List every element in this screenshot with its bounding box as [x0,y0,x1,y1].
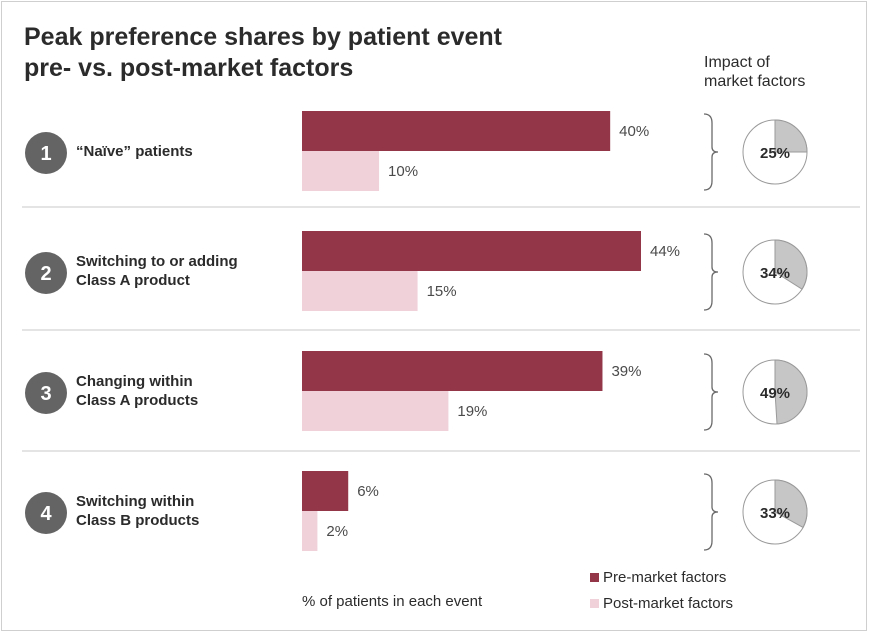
bracket [703,473,719,551]
row-number-badge [25,252,67,294]
category-label: Class A products [76,392,198,409]
category-label: Switching within [76,493,194,510]
row-number-badge [25,372,67,414]
bar-pre-market [302,351,603,391]
legend-item-pre: Pre-market factors [590,569,726,586]
impact-pie-slice [774,119,808,153]
row-number: 1 [40,143,51,165]
impact-header: Impact of market factors [704,54,806,90]
data-label-post: 10% [388,163,418,180]
chart-title: Peak preference shares by patient event … [24,23,503,82]
category-label: Class B products [76,512,199,529]
row-number-badge [25,492,67,534]
data-label-pre: 6% [357,483,379,500]
impact-pie-label: 33% [760,505,790,522]
legend-label-post: Post-market factors [603,595,734,612]
bar-post-market [302,391,449,431]
bar-post-market [302,511,318,551]
legend-item-post: Post-market factors [590,595,733,612]
data-label-post: 19% [457,403,487,420]
legend-label-pre: Pre-market factors [603,569,727,586]
bracket [703,233,719,311]
category-label: “Naïve” patients [76,143,193,160]
bar-pre-market [302,471,349,511]
bar-pre-market [302,111,611,151]
row-number-badge [25,132,67,174]
impact-pie-label: 34% [760,265,790,282]
bar-post-market [302,271,418,311]
data-label-pre: 39% [611,363,641,380]
row-number: 2 [40,263,51,285]
row-number: 4 [40,503,52,525]
impact-pie-slice [774,479,808,529]
bar-post-market [302,151,380,191]
x-axis-label: % of patients in each event [302,593,483,610]
data-label-pre: 40% [619,123,649,140]
data-label-pre: 44% [650,243,680,260]
impact-pie-slice [774,359,808,425]
impact-pie-label: 49% [760,385,790,402]
legend-swatch-pre [590,573,599,582]
impact-pie-slice [774,239,808,290]
bar-pre-market [302,231,641,271]
bracket [703,353,719,431]
category-label: Switching to or adding [76,253,238,270]
data-label-post: 15% [427,283,457,300]
legend-swatch-post [590,599,599,608]
bracket [703,113,719,191]
category-label: Class A product [76,272,190,289]
row-number: 3 [40,383,51,405]
category-label: Changing within [76,373,193,390]
impact-pie-label: 25% [760,145,790,162]
data-label-post: 2% [326,523,348,540]
